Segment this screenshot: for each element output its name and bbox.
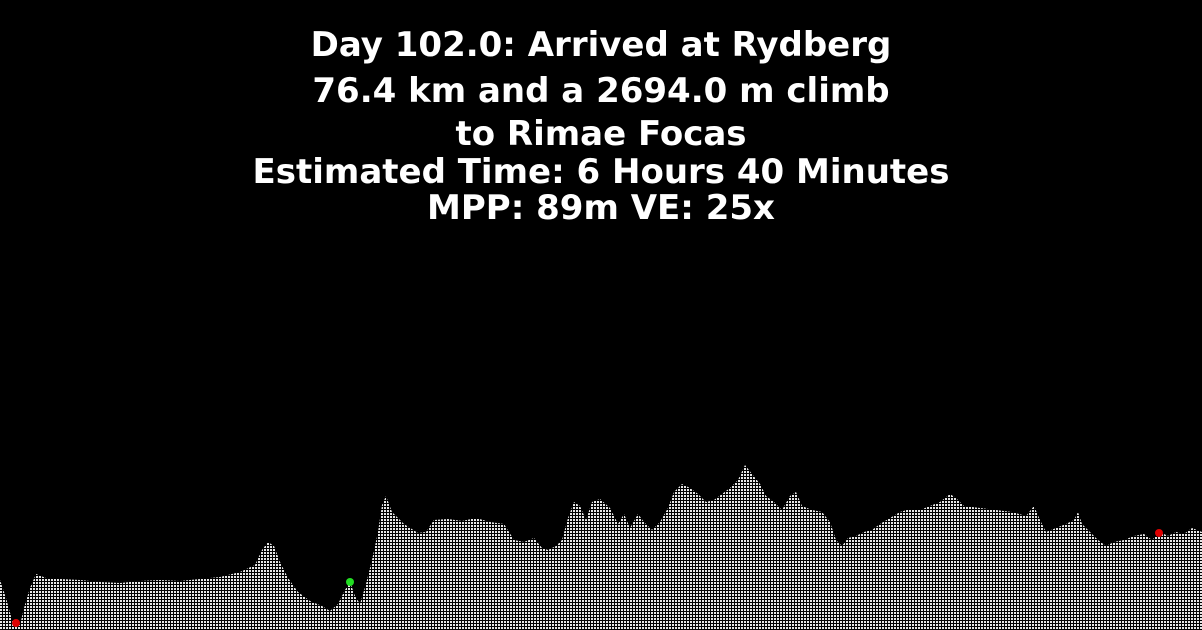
- end-marker: [1155, 529, 1163, 537]
- start-marker: [12, 619, 20, 627]
- day-title: Day 102.0: Arrived at Rydberg: [310, 25, 892, 65]
- mpp-ve: MPP: 89m VE: 25x: [427, 188, 775, 228]
- destination: to Rimae Focas: [455, 114, 747, 154]
- terrain-silhouette: [0, 465, 1202, 630]
- estimated-time: Estimated Time: 6 Hours 40 Minutes: [252, 152, 950, 192]
- waypoint-marker: [346, 578, 354, 586]
- route-summary: Day 102.0: Arrived at Rydberg 76.4 km an…: [0, 22, 1202, 226]
- distance-climb: 76.4 km and a 2694.0 m climb: [312, 71, 890, 111]
